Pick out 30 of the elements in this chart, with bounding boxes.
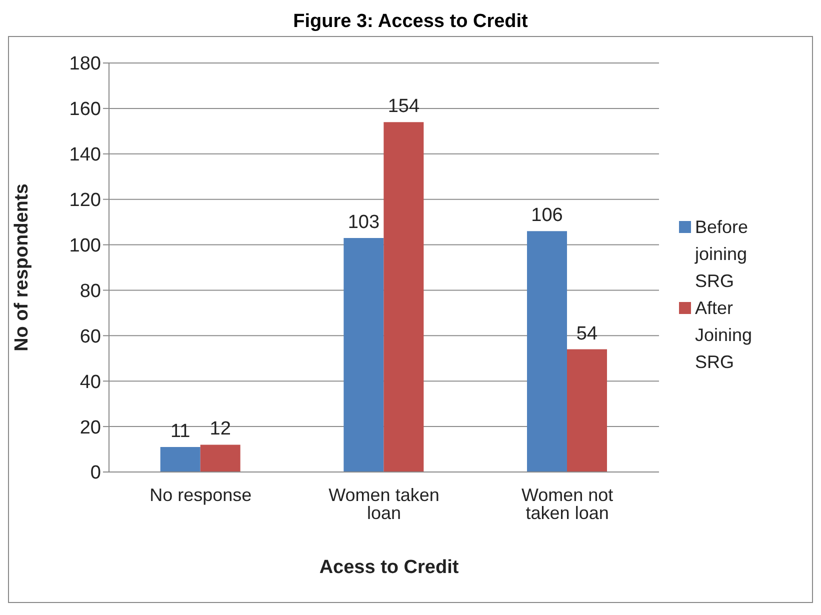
chart-title: Figure 3: Access to Credit	[292, 10, 529, 34]
y-tick-label: 40	[80, 372, 101, 393]
x-tick-label: Women not taken loan	[521, 484, 614, 523]
data-label: 106	[531, 205, 563, 226]
data-label: 12	[210, 418, 231, 440]
bar	[384, 122, 424, 472]
x-axis-title: Acess to Credit	[318, 557, 460, 579]
data-label: 103	[348, 212, 380, 233]
bar	[160, 447, 200, 472]
y-tick-label: 180	[69, 54, 101, 75]
y-tick-label: 100	[69, 236, 101, 257]
legend-label: Before joining SRG	[695, 216, 750, 292]
x-tick-label: Women taken loan	[328, 484, 440, 523]
data-label: 154	[388, 96, 420, 118]
y-tick-label: 160	[69, 99, 101, 120]
y-tick-label: 60	[80, 326, 101, 348]
y-tick-label: 0	[90, 462, 101, 484]
y-tick-label: 20	[80, 417, 101, 438]
bar	[527, 231, 567, 472]
y-tick-label: 120	[69, 190, 101, 212]
x-tick-label: No response	[150, 484, 252, 505]
bar	[567, 349, 607, 472]
bar	[344, 238, 384, 472]
y-axis-title: No of respondents	[12, 184, 33, 352]
bar	[200, 444, 240, 472]
y-tick-label: 80	[80, 280, 101, 302]
y-tick-label: 140	[69, 144, 101, 166]
data-label: 54	[576, 323, 598, 344]
legend-label: After Joining SRG	[695, 296, 754, 374]
data-label: 11	[170, 421, 190, 442]
